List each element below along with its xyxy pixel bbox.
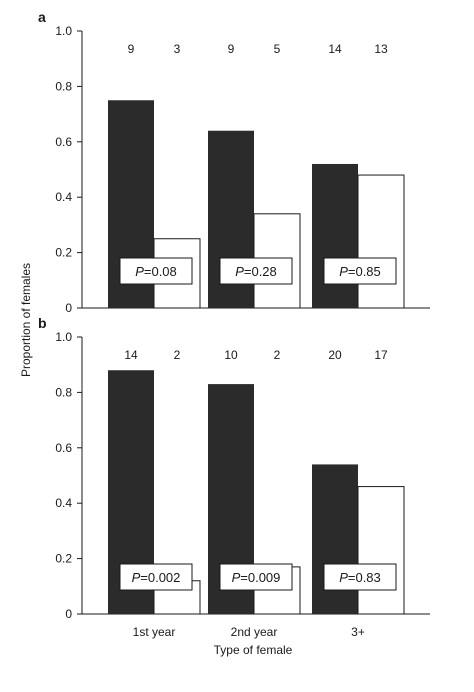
y-tick-label: 0.6 — [55, 441, 72, 455]
count-label: 10 — [224, 348, 238, 362]
chart-panel-b: b 0 0.2 0.4 0.6 0.8 1.0 14 2 P=0.002 1st year 10 2 P=… — [38, 315, 430, 639]
y-tick-label: 0.4 — [55, 496, 72, 510]
y-tick-label: 0.8 — [55, 79, 72, 93]
bar — [357, 174, 405, 309]
count-label: 20 — [328, 348, 342, 362]
x-tick-label: 1st year — [133, 625, 176, 639]
y-axis-title: Proportion of females — [19, 263, 33, 377]
y-tick-label: 0.8 — [55, 385, 72, 399]
count-label: 14 — [124, 348, 138, 362]
x-axis-title: Type of female — [214, 643, 293, 657]
y-tick-label: 0.2 — [55, 552, 72, 566]
y-tick-label: 0 — [65, 301, 72, 315]
p-value-label: P=0.28 — [235, 264, 277, 279]
p-value-box — [219, 257, 293, 285]
count-label: 3 — [174, 42, 181, 56]
count-label: 13 — [374, 42, 388, 56]
p-value-box — [119, 257, 193, 285]
chart-panel-a: a 0 0.2 0.4 0.6 0.8 1.0 9 3 P=0.08 9 5 P=0.28 14 13 P=0… — [38, 9, 430, 315]
p-value-box — [219, 563, 293, 591]
bar — [357, 486, 405, 615]
p-value-box — [323, 257, 397, 285]
count-label: 14 — [328, 42, 342, 56]
p-value-label: P=0.009 — [232, 570, 281, 585]
y-tick-label: 1.0 — [55, 24, 72, 38]
count-label: 9 — [228, 42, 235, 56]
p-value-label: P=0.08 — [135, 264, 177, 279]
panel-letter: b — [38, 315, 47, 331]
y-tick-label: 0.4 — [55, 190, 72, 204]
y-tick-label: 0.6 — [55, 135, 72, 149]
p-value-label: P=0.002 — [132, 570, 181, 585]
count-label: 17 — [374, 348, 388, 362]
count-label: 5 — [274, 42, 281, 56]
x-tick-label: 2nd year — [231, 625, 278, 639]
p-value-box — [323, 563, 397, 591]
y-tick-label: 1.0 — [55, 330, 72, 344]
panel-letter: a — [38, 9, 46, 25]
y-tick-label: 0 — [65, 607, 72, 621]
p-value-label: P=0.85 — [339, 264, 381, 279]
p-value-label: P=0.83 — [339, 570, 381, 585]
bar — [312, 464, 358, 614]
count-label: 2 — [174, 348, 181, 362]
y-tick-label: 0.2 — [55, 246, 72, 260]
count-label: 9 — [128, 42, 135, 56]
bar — [312, 163, 358, 308]
count-label: 2 — [274, 348, 281, 362]
p-value-box — [119, 563, 193, 591]
x-tick-label: 3+ — [351, 625, 365, 639]
